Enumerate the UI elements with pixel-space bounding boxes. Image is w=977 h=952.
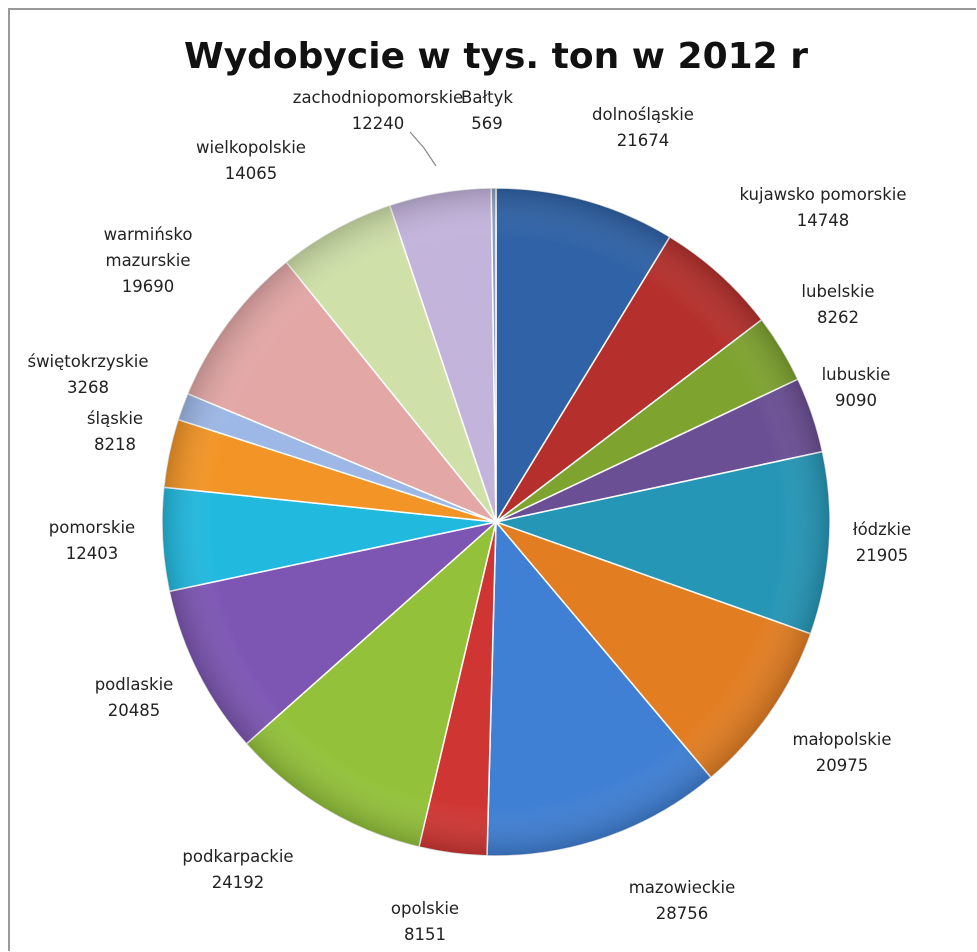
slice-label-value: 9090 [835, 391, 877, 410]
slice-label-name: łódzkie [853, 520, 911, 539]
slice-label-name: podkarpackie [182, 847, 293, 866]
slice-label-value: 14065 [225, 164, 278, 183]
slice-label-dolnoslaskie: dolnośląskie 21674 [592, 105, 694, 150]
leader-line-zachodniopomorskie [409, 131, 437, 167]
slice-label-value: 12403 [66, 544, 119, 563]
slice-label-podkarpackie: podkarpackie 24192 [182, 847, 293, 892]
slice-label-value: 28756 [656, 904, 709, 923]
slice-label-name: zachodniopomorskie [293, 88, 463, 107]
slice-label-name: Bałtyk [461, 88, 513, 107]
slice-label-value: 8262 [817, 308, 859, 327]
slice-label-name: świętokrzyskie [27, 352, 148, 371]
slice-label-value: 3268 [67, 378, 109, 397]
slice-label-name: warmińsko [104, 225, 193, 244]
slice-label-zachodniopomorskie: zachodniopomorskie 12240 [293, 88, 463, 133]
slice-label-value: 569 [471, 114, 503, 133]
slice-label-name: wielkopolskie [196, 138, 306, 157]
slice-labels: dolnośląskie 21674 kujawsko pomorskie 14748… [27, 88, 911, 944]
slice-label-name: opolskie [391, 899, 459, 918]
slice-label-value: 14748 [797, 211, 850, 230]
slice-label-value: 24192 [212, 873, 265, 892]
slice-label-lubelskie: lubelskie 8262 [801, 282, 874, 327]
slice-label-name: lubelskie [801, 282, 874, 301]
chart-title: Wydobycie w tys. ton w 2012 r [184, 36, 808, 77]
slice-label-warminsko: warmińsko mazurskie 19690 [104, 225, 193, 296]
slice-label-name: kujawsko pomorskie [739, 185, 906, 204]
slice-label-value: 20485 [108, 701, 161, 720]
slice-label-swietokrzyskie: świętokrzyskie 3268 [27, 352, 148, 397]
slice-label-value: 8218 [94, 435, 136, 454]
slice-label-podlaskie: podlaskie 20485 [95, 675, 174, 720]
slice-label-value: 21905 [856, 546, 909, 565]
slice-label-value: 12240 [352, 114, 405, 133]
slice-label-opolskie: opolskie 8151 [391, 899, 459, 944]
slice-label-slaskie: śląskie 8218 [87, 409, 143, 454]
slice-label-baltyk: Bałtyk 569 [461, 88, 513, 133]
slice-label-wielkopolskie: wielkopolskie 14065 [196, 138, 306, 183]
slice-label-pomorskie: pomorskie 12403 [49, 518, 135, 563]
slice-label-name: pomorskie [49, 518, 135, 537]
slice-label-name: lubuskie [822, 365, 891, 384]
slice-label-mazowieckie: mazowieckie 28756 [629, 878, 736, 923]
leader-lines [409, 131, 437, 167]
slice-label-value: 19690 [122, 277, 175, 296]
slice-label-name: śląskie [87, 409, 143, 428]
slice-label-value: 20975 [816, 756, 869, 775]
slice-label-name: podlaskie [95, 675, 174, 694]
slice-label-lodzkie: łódzkie 21905 [853, 520, 911, 565]
slice-label-name: małopolskie [792, 730, 891, 749]
slice-label-lubuskie: lubuskie 9090 [822, 365, 891, 410]
slice-label-name: mazurskie [106, 251, 191, 270]
slice-label-malopolskie: małopolskie 20975 [792, 730, 891, 775]
slice-label-kujawsko-pomorskie: kujawsko pomorskie 14748 [739, 185, 906, 230]
pie-slices [161, 187, 831, 857]
slice-label-name: dolnośląskie [592, 105, 694, 124]
slice-label-value: 21674 [617, 131, 670, 150]
slice-label-value: 8151 [404, 925, 446, 944]
slice-label-name: mazowieckie [629, 878, 736, 897]
